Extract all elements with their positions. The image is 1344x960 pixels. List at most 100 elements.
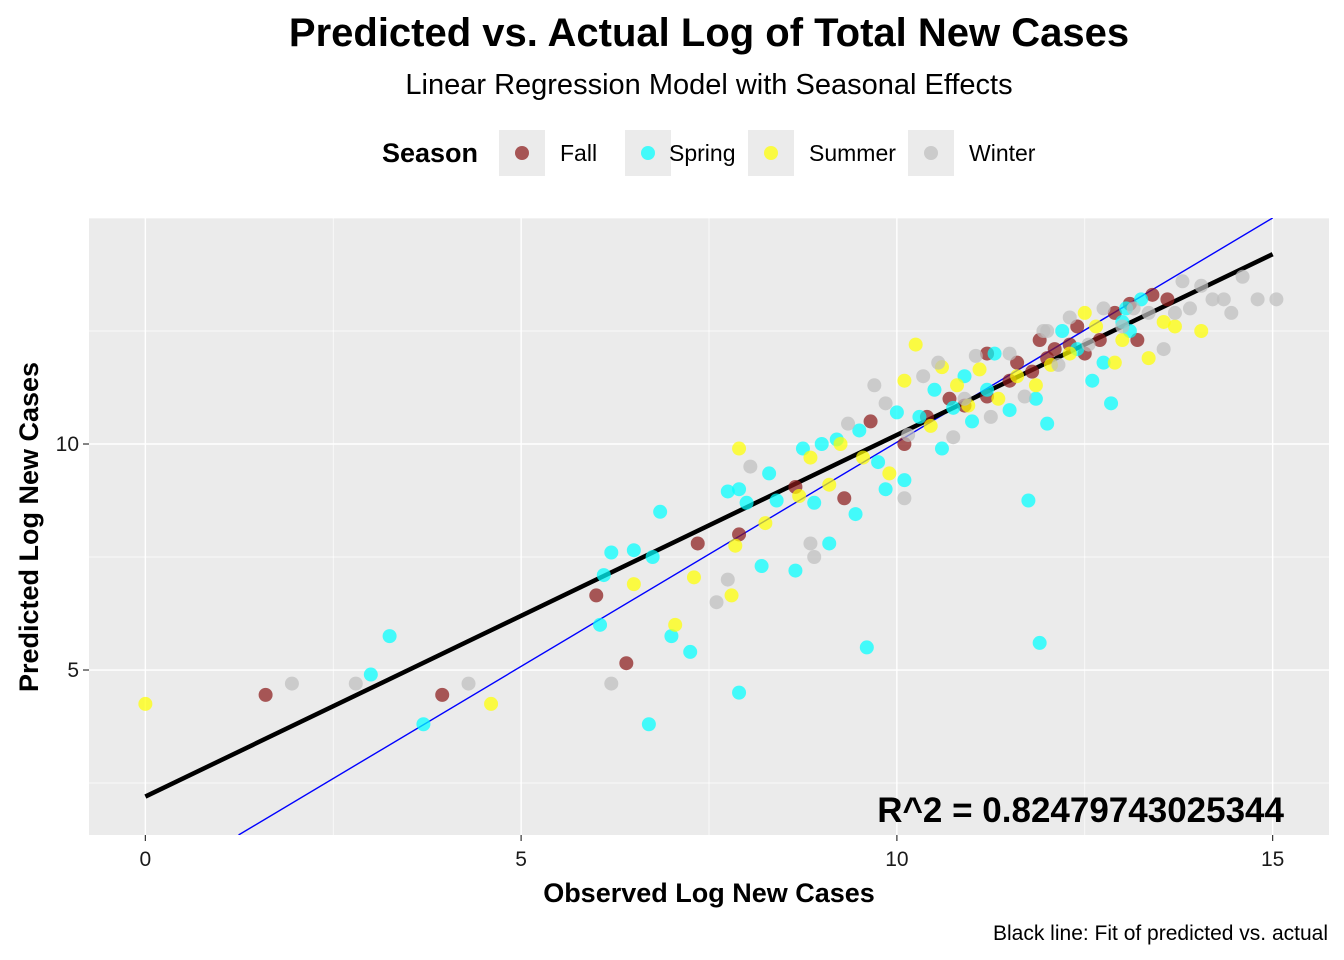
data-point [732, 527, 747, 542]
data-point [1081, 337, 1096, 352]
x-axis-title: Observed Log New Cases [543, 878, 875, 908]
data-point [284, 676, 299, 691]
data-point [1104, 396, 1119, 411]
data-point [1194, 278, 1209, 293]
data-point [604, 676, 619, 691]
data-point [841, 416, 856, 431]
data-point [833, 437, 848, 452]
data-point [1047, 342, 1062, 357]
data-point [1269, 292, 1284, 307]
data-point [435, 687, 450, 702]
data-point [856, 450, 871, 465]
data-point [1107, 355, 1122, 370]
series-winter [284, 269, 1284, 691]
data-point [1062, 310, 1077, 325]
legend-label: Spring [669, 140, 735, 166]
data-point [1160, 292, 1175, 307]
data-point [803, 536, 818, 551]
data-point [1205, 292, 1220, 307]
data-point [743, 459, 758, 474]
data-point [758, 516, 773, 531]
data-point [720, 484, 735, 499]
data-point [1010, 369, 1025, 384]
data-point [916, 369, 931, 384]
legend-label: Winter [969, 140, 1036, 166]
data-point [803, 450, 818, 465]
data-point [686, 570, 701, 585]
data-point [859, 640, 874, 655]
legend-item-fall: Fall [499, 130, 597, 176]
data-point [1017, 389, 1032, 404]
data-point [1224, 305, 1239, 320]
data-point [1156, 314, 1171, 329]
data-point [1115, 319, 1130, 334]
data-point [897, 491, 912, 506]
data-point [1089, 319, 1104, 334]
data-point [878, 396, 893, 411]
x-tick-label: 15 [1261, 848, 1284, 871]
data-point [1092, 333, 1107, 348]
r-squared-annotation: R^2 = 0.82479743025344 [877, 791, 1284, 830]
data-point [604, 545, 619, 560]
legend-item-winter: Winter [908, 130, 1036, 176]
data-point [1141, 351, 1156, 366]
data-point [1156, 342, 1171, 357]
data-point [653, 504, 668, 519]
data-point [867, 378, 882, 393]
data-point [1096, 355, 1111, 370]
data-point [788, 563, 803, 578]
data-point [912, 409, 927, 424]
data-point [683, 644, 698, 659]
data-point [724, 588, 739, 603]
data-point [626, 577, 641, 592]
data-point [897, 373, 912, 388]
data-point [991, 391, 1006, 406]
data-point [732, 482, 747, 497]
y-tick-label: 10 [56, 433, 79, 456]
legend-label: Summer [809, 140, 896, 166]
data-point [720, 572, 735, 587]
data-point [957, 391, 972, 406]
data-point [878, 482, 893, 497]
data-point [1062, 346, 1077, 361]
data-point [1051, 357, 1066, 372]
data-point [1182, 301, 1197, 316]
data-point [363, 667, 378, 682]
data-point [822, 536, 837, 551]
data-point [596, 568, 611, 583]
x-tick-label: 10 [885, 848, 908, 871]
x-tick-label: 5 [515, 848, 527, 871]
data-points [138, 269, 1284, 732]
data-point [837, 491, 852, 506]
reference-line [238, 218, 1273, 835]
data-point [897, 473, 912, 488]
data-point [416, 717, 431, 732]
data-point [641, 717, 656, 732]
data-point [852, 423, 867, 438]
data-point [619, 656, 634, 671]
data-point [348, 676, 363, 691]
data-point [1194, 324, 1209, 339]
legend-title: Season [382, 138, 478, 168]
data-point [1002, 346, 1017, 361]
data-point [1115, 333, 1130, 348]
data-point [931, 355, 946, 370]
series-spring [363, 292, 1149, 732]
x-tick-label: 0 [140, 848, 152, 871]
data-point [728, 538, 743, 553]
data-point [923, 418, 938, 433]
legend-item-spring: Spring [625, 130, 735, 176]
data-point [871, 455, 886, 470]
data-point [1216, 292, 1231, 307]
data-point [668, 617, 683, 632]
data-point [934, 441, 949, 456]
y-axis-title: Predicted Log New Cases [14, 362, 44, 692]
data-point [1025, 364, 1040, 379]
data-point [1126, 301, 1141, 316]
data-point [589, 588, 604, 603]
data-point [1250, 292, 1265, 307]
axes: 0 5 10 15 5 10 [56, 433, 1285, 871]
data-point [814, 437, 829, 452]
legend-key-dot [924, 146, 938, 160]
